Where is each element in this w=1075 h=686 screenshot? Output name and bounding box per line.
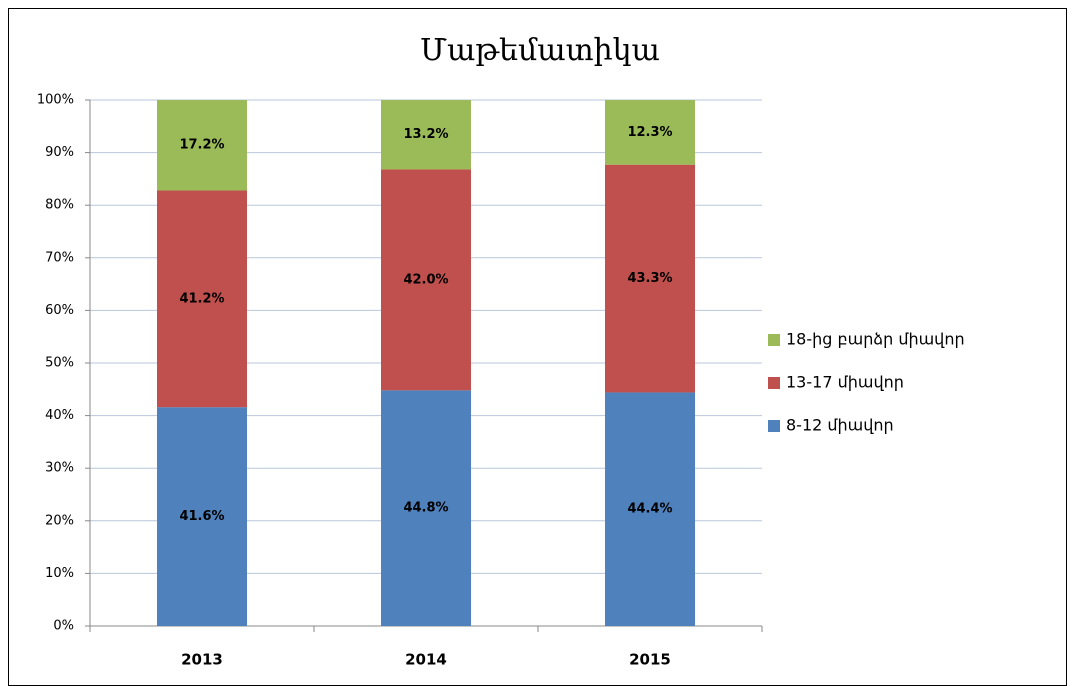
- bar-segment: [381, 100, 471, 170]
- value-label: 13.2%: [403, 127, 448, 142]
- x-tick-label: 2014: [405, 651, 447, 669]
- y-tick-label: 20%: [45, 513, 74, 528]
- bar-segment: [157, 190, 247, 408]
- value-label: 42.0%: [403, 272, 448, 287]
- x-tick-label: 2013: [181, 651, 223, 669]
- value-label: 41.2%: [179, 291, 224, 306]
- value-label: 17.2%: [179, 138, 224, 153]
- legend-label: 18-ից բարձր միավոր: [786, 330, 965, 349]
- bar-segment: [157, 100, 247, 191]
- legend-swatch: [768, 334, 780, 346]
- y-tick-label: 80%: [45, 198, 74, 213]
- bar-segment: [605, 100, 695, 165]
- y-tick-label: 70%: [45, 250, 74, 265]
- bar-segment: [157, 407, 247, 626]
- bar-segment: [381, 390, 471, 626]
- legend-swatch: [768, 377, 780, 389]
- y-tick-label: 40%: [45, 408, 74, 423]
- y-tick-label: 100%: [37, 93, 74, 108]
- value-label: 41.6%: [179, 509, 224, 524]
- value-label: 44.8%: [403, 501, 448, 516]
- value-label: 44.4%: [627, 502, 672, 517]
- value-label: 43.3%: [627, 271, 672, 286]
- legend-label: 8-12 միավոր: [786, 416, 894, 435]
- legend-label: 13-17 միավոր: [786, 373, 904, 392]
- bar-segment: [605, 164, 695, 393]
- y-tick-label: 50%: [45, 356, 74, 371]
- y-tick-label: 0%: [53, 619, 74, 634]
- x-tick-label: 2015: [629, 651, 671, 669]
- y-tick-label: 10%: [45, 566, 74, 581]
- legend-swatch: [768, 420, 780, 432]
- y-tick-label: 60%: [45, 303, 74, 318]
- chart-title: Մաթեմատիկա: [420, 33, 660, 68]
- value-label: 12.3%: [627, 125, 672, 140]
- bar-segment: [605, 392, 695, 626]
- bar-segment: [381, 169, 471, 391]
- y-tick-label: 90%: [45, 145, 74, 160]
- y-tick-label: 30%: [45, 461, 74, 476]
